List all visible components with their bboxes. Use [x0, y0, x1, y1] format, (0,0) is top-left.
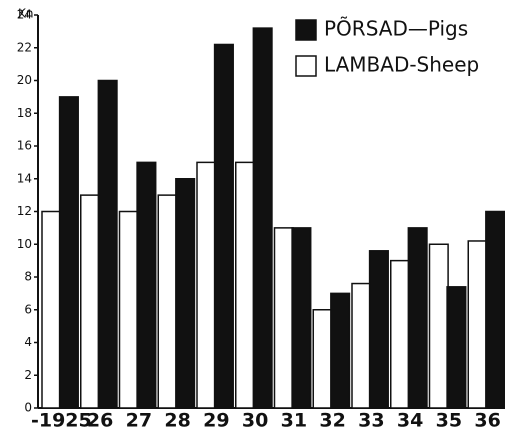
- bar: [213, 43, 234, 409]
- bar: [235, 161, 256, 409]
- bar: [41, 210, 62, 409]
- y-tick-label: 10: [17, 237, 32, 251]
- x-tick-label: 30: [242, 410, 268, 431]
- x-tick-label: 26: [87, 410, 113, 431]
- y-tick-label: 4: [24, 335, 32, 349]
- y-tick-label: 22: [17, 40, 32, 54]
- x-tick-label: 33: [358, 410, 384, 431]
- bar: [97, 79, 118, 409]
- bar: [273, 227, 294, 409]
- x-tick-label: 28: [164, 410, 190, 431]
- bar: [291, 227, 312, 409]
- bar: [446, 286, 467, 409]
- y-tick-label: 2: [24, 368, 32, 382]
- bar: [467, 240, 488, 409]
- y-tick-label: 16: [17, 139, 32, 153]
- bar: [312, 309, 333, 409]
- y-tick-label: 14: [17, 171, 32, 185]
- legend-label: PÕRSAD—Pigs: [324, 17, 468, 41]
- bar: [330, 292, 351, 409]
- bar: [252, 27, 273, 409]
- legend-swatch: [295, 19, 317, 41]
- bar: [485, 210, 505, 409]
- x-tick-label: 34: [397, 410, 423, 431]
- x-tick-label: 27: [126, 410, 152, 431]
- y-tick-label: 12: [17, 204, 32, 218]
- y-tick-label: 8: [24, 270, 32, 284]
- bar: [136, 161, 157, 409]
- y-tick-label: 24: [17, 8, 32, 22]
- y-tick-label: 18: [17, 106, 32, 120]
- bar: [351, 282, 372, 409]
- bar: [368, 250, 389, 409]
- y-tick-label: 20: [17, 73, 32, 87]
- bar: [407, 227, 428, 409]
- bar: [58, 96, 79, 409]
- y-tick-label: 6: [24, 302, 32, 316]
- bar: [80, 194, 101, 409]
- legend-label: LAMBAD-Sheep: [324, 53, 479, 77]
- bar: [196, 161, 217, 409]
- bar: [390, 259, 411, 409]
- y-tick-label: 0: [24, 401, 32, 415]
- bar: [428, 243, 449, 409]
- x-tick-label: -1925: [31, 410, 92, 431]
- y-axis-label: Kn: [18, 7, 33, 21]
- legend-swatch: [295, 55, 317, 77]
- x-tick-label: 35: [436, 410, 462, 431]
- bar: [175, 178, 196, 409]
- x-tick-label: 32: [319, 410, 345, 431]
- bar: [118, 210, 139, 409]
- x-tick-label: 29: [203, 410, 229, 431]
- x-tick-label: 36: [474, 410, 500, 431]
- x-tick-label: 31: [281, 410, 307, 431]
- bar: [157, 194, 178, 409]
